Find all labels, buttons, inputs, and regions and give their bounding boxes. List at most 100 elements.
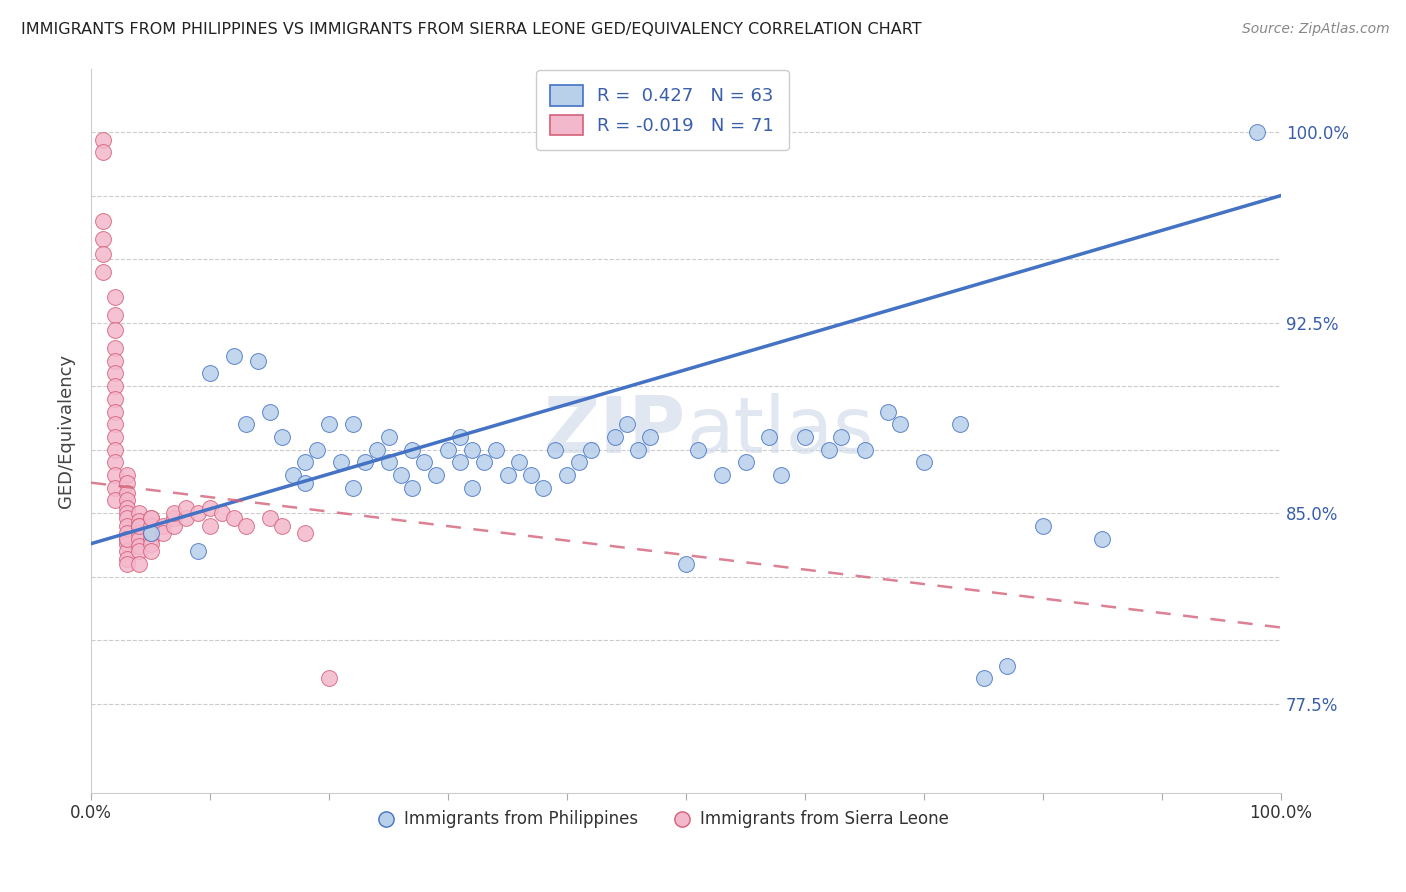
Point — [485, 442, 508, 457]
Point — [366, 442, 388, 457]
Point — [544, 442, 567, 457]
Point — [139, 519, 162, 533]
Point — [413, 455, 436, 469]
Point — [246, 353, 269, 368]
Point — [91, 232, 114, 246]
Point — [259, 404, 281, 418]
Point — [187, 544, 209, 558]
Point — [91, 265, 114, 279]
Point — [294, 455, 316, 469]
Point — [198, 501, 221, 516]
Point — [270, 519, 292, 533]
Point — [115, 506, 138, 520]
Point — [91, 133, 114, 147]
Point — [616, 417, 638, 432]
Point — [1032, 519, 1054, 533]
Point — [198, 367, 221, 381]
Point — [176, 501, 198, 516]
Point — [686, 442, 709, 457]
Point — [449, 455, 471, 469]
Point — [270, 430, 292, 444]
Point — [794, 430, 817, 444]
Point — [259, 511, 281, 525]
Point — [973, 671, 995, 685]
Text: ZIP: ZIP — [544, 392, 686, 468]
Point — [128, 514, 150, 528]
Point — [104, 341, 127, 355]
Point — [817, 442, 839, 457]
Point — [995, 658, 1018, 673]
Point — [115, 486, 138, 500]
Point — [128, 526, 150, 541]
Point — [115, 519, 138, 533]
Point — [115, 552, 138, 566]
Point — [152, 519, 174, 533]
Point — [235, 519, 257, 533]
Point — [675, 557, 697, 571]
Point — [1246, 125, 1268, 139]
Point — [104, 323, 127, 337]
Text: atlas: atlas — [686, 392, 873, 468]
Point — [104, 404, 127, 418]
Point — [640, 430, 662, 444]
Point — [222, 511, 245, 525]
Point — [104, 392, 127, 406]
Point — [1091, 532, 1114, 546]
Point — [128, 532, 150, 546]
Text: IMMIGRANTS FROM PHILIPPINES VS IMMIGRANTS FROM SIERRA LEONE GED/EQUIVALENCY CORR: IMMIGRANTS FROM PHILIPPINES VS IMMIGRANT… — [21, 22, 922, 37]
Legend: Immigrants from Philippines, Immigrants from Sierra Leone: Immigrants from Philippines, Immigrants … — [370, 804, 956, 835]
Point — [139, 526, 162, 541]
Point — [115, 511, 138, 525]
Point — [104, 379, 127, 393]
Point — [461, 481, 484, 495]
Point — [104, 353, 127, 368]
Point — [139, 544, 162, 558]
Point — [568, 455, 591, 469]
Point — [579, 442, 602, 457]
Point — [187, 506, 209, 520]
Point — [163, 506, 186, 520]
Point — [163, 519, 186, 533]
Point — [198, 519, 221, 533]
Point — [307, 442, 329, 457]
Point — [128, 519, 150, 533]
Point — [176, 511, 198, 525]
Point — [401, 442, 423, 457]
Point — [770, 468, 793, 483]
Point — [139, 536, 162, 550]
Point — [425, 468, 447, 483]
Point — [889, 417, 911, 432]
Point — [377, 455, 399, 469]
Point — [222, 349, 245, 363]
Point — [531, 481, 554, 495]
Point — [115, 532, 138, 546]
Point — [235, 417, 257, 432]
Point — [152, 526, 174, 541]
Point — [104, 367, 127, 381]
Point — [211, 506, 233, 520]
Point — [520, 468, 543, 483]
Point — [472, 455, 495, 469]
Point — [115, 493, 138, 508]
Point — [128, 557, 150, 571]
Point — [115, 501, 138, 516]
Point — [555, 468, 578, 483]
Point — [128, 506, 150, 520]
Point — [294, 526, 316, 541]
Point — [330, 455, 353, 469]
Point — [318, 417, 340, 432]
Point — [342, 481, 364, 495]
Point — [853, 442, 876, 457]
Point — [377, 430, 399, 444]
Point — [104, 430, 127, 444]
Point — [91, 214, 114, 228]
Point — [115, 468, 138, 483]
Point — [115, 475, 138, 490]
Point — [830, 430, 852, 444]
Point — [91, 247, 114, 261]
Text: Source: ZipAtlas.com: Source: ZipAtlas.com — [1241, 22, 1389, 37]
Point — [128, 539, 150, 553]
Point — [401, 481, 423, 495]
Point — [496, 468, 519, 483]
Point — [758, 430, 780, 444]
